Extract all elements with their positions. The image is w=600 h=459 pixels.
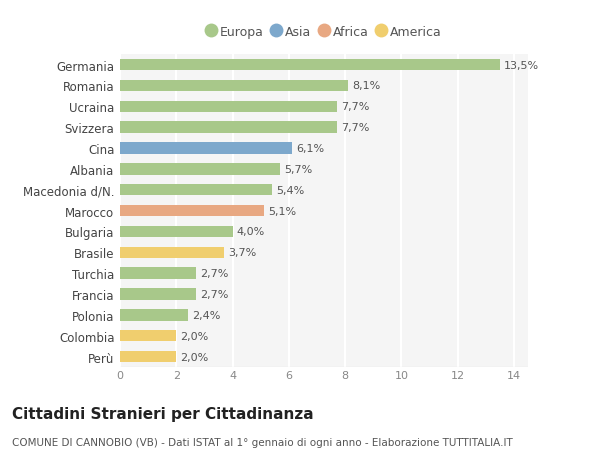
Bar [120,122,337,134]
Text: 2,7%: 2,7% [200,269,229,279]
Bar [120,268,196,279]
Text: 2,0%: 2,0% [181,331,209,341]
Bar [120,185,272,196]
Text: 2,4%: 2,4% [192,310,220,320]
Bar [120,101,337,113]
Text: 2,7%: 2,7% [200,289,229,299]
Bar [120,164,280,175]
Text: 7,7%: 7,7% [341,102,369,112]
Bar [120,226,233,238]
Bar [120,60,500,71]
Text: 5,4%: 5,4% [276,185,304,196]
Text: 3,7%: 3,7% [229,248,257,258]
Text: 5,7%: 5,7% [284,164,313,174]
Bar [120,351,176,363]
Bar [120,143,292,154]
Bar [120,330,176,341]
Text: COMUNE DI CANNOBIO (VB) - Dati ISTAT al 1° gennaio di ogni anno - Elaborazione T: COMUNE DI CANNOBIO (VB) - Dati ISTAT al … [12,437,513,447]
Bar [120,247,224,258]
Text: 2,0%: 2,0% [181,352,209,362]
Bar [120,289,196,300]
Bar [120,206,263,217]
Bar [120,309,188,321]
Bar [120,81,348,92]
Text: 6,1%: 6,1% [296,144,324,154]
Text: 8,1%: 8,1% [352,81,380,91]
Text: 7,7%: 7,7% [341,123,369,133]
Text: 5,1%: 5,1% [268,206,296,216]
Text: 13,5%: 13,5% [504,61,539,71]
Legend: Europa, Asia, Africa, America: Europa, Asia, Africa, America [202,21,446,44]
Text: 4,0%: 4,0% [237,227,265,237]
Text: Cittadini Stranieri per Cittadinanza: Cittadini Stranieri per Cittadinanza [12,406,314,421]
